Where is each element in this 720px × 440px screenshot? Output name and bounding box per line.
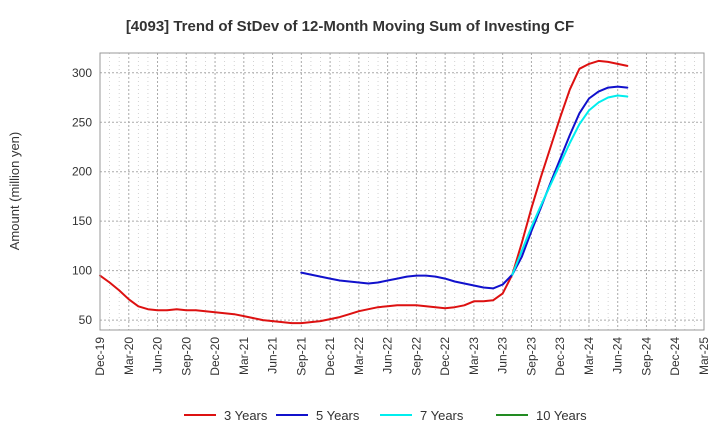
- legend-label: 5 Years: [316, 408, 360, 423]
- x-tick-label: Mar-23: [467, 337, 481, 375]
- y-tick-label: 250: [72, 115, 92, 129]
- y-tick-labels: 50 100 150 200 250 300: [72, 66, 92, 327]
- x-tick-label: Sep-23: [524, 337, 538, 376]
- x-tick-labels: Dec-19 Mar-20 Jun-20 Sep-20 Dec-20 Mar-21 Jun-…: [93, 337, 711, 376]
- y-axis-title: Amount (million yen): [7, 132, 22, 251]
- x-tick-label: Dec-19: [93, 337, 107, 376]
- x-tick-label: Mar-22: [352, 337, 366, 375]
- x-tick-label: Sep-20: [179, 337, 193, 376]
- x-tick-label: Jun-20: [151, 337, 165, 374]
- x-tick-label: Mar-20: [122, 337, 136, 375]
- x-tick-label: Sep-24: [639, 337, 653, 376]
- x-tick-label: Jun-22: [381, 337, 395, 374]
- legend-label: 3 Years: [224, 408, 268, 423]
- y-tick-label: 100: [72, 264, 92, 278]
- plot-area: [100, 53, 704, 330]
- legend: 3 Years 5 Years 7 Years 10 Years: [184, 408, 587, 423]
- series-line-7-years: [511, 94, 629, 276]
- x-tick-label: Dec-23: [553, 337, 567, 376]
- x-tick-label: Jun-23: [496, 337, 510, 374]
- x-tick-label: Dec-21: [323, 337, 337, 376]
- x-tick-label: Mar-24: [582, 337, 596, 375]
- x-tick-label: Mar-21: [237, 337, 251, 375]
- x-tick-label: Dec-22: [438, 337, 452, 376]
- legend-label: 10 Years: [536, 408, 587, 423]
- y-tick-label: 150: [72, 214, 92, 228]
- legend-label: 7 Years: [420, 408, 464, 423]
- plot-border: [99, 52, 705, 331]
- x-tick-label: Mar-25: [697, 337, 711, 375]
- chart-title: [4093] Trend of StDev of 12-Month Moving…: [126, 18, 574, 35]
- x-tick-label: Jun-21: [266, 337, 280, 374]
- series-line-3-years: [99, 59, 629, 325]
- grid: [100, 53, 704, 330]
- x-tick-label: Sep-22: [409, 337, 423, 376]
- y-tick-label: 200: [72, 165, 92, 179]
- series-lines: [99, 59, 629, 325]
- x-tick-label: Sep-21: [294, 337, 308, 376]
- x-tick-label: Dec-20: [208, 337, 222, 376]
- x-tick-label: Jun-24: [611, 337, 625, 374]
- y-tick-label: 300: [72, 66, 92, 80]
- y-tick-label: 50: [79, 313, 93, 327]
- series-line-5-years: [300, 85, 629, 290]
- x-tick-label: Dec-24: [668, 337, 682, 376]
